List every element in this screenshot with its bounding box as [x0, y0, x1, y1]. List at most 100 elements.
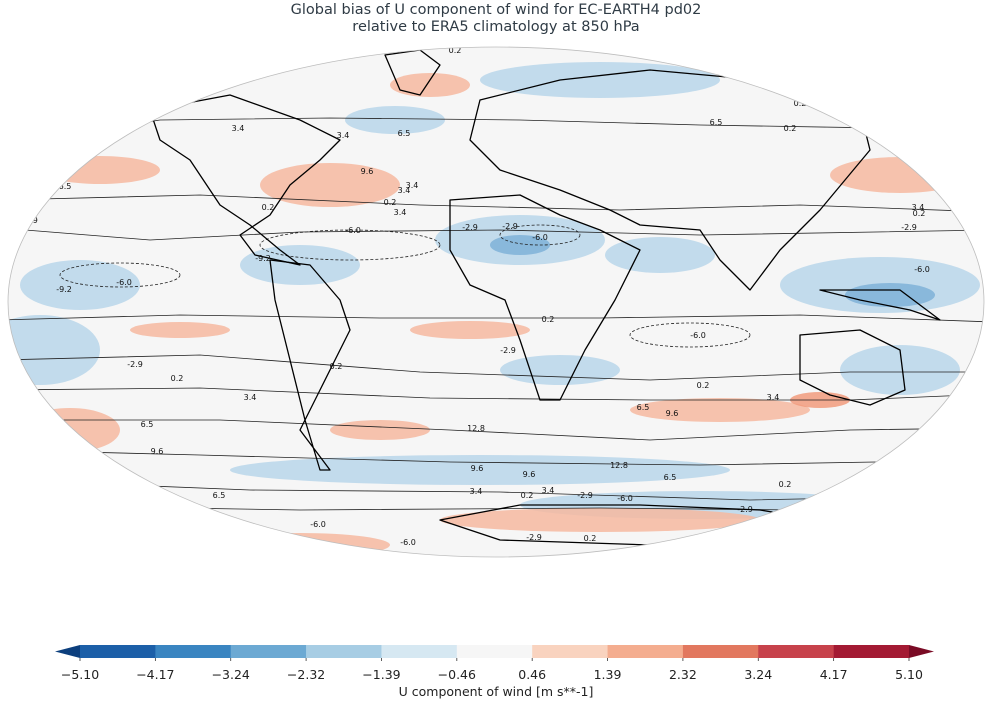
colorbar-segment: [306, 645, 382, 658]
contour-line: [59, 262, 181, 288]
bias-blob: [630, 398, 810, 422]
contour-label: 0.2: [262, 203, 275, 212]
contour-label: 0.2: [784, 124, 797, 133]
colorbar-tick: 0.46: [518, 667, 547, 682]
colorbar-segment: [833, 645, 910, 658]
colorbar-segment: [532, 645, 608, 658]
colorbar-segment: [456, 645, 533, 658]
contour-label: 0.2: [384, 198, 397, 207]
contour-label: -2.9: [500, 346, 516, 355]
contour-label: -6.0: [310, 520, 326, 529]
colorbar-tick: 5.10: [895, 667, 923, 682]
contour-label: 0.2: [697, 381, 710, 390]
contour-label: -6.0: [532, 233, 548, 242]
contour-label: 9.6: [151, 447, 164, 456]
contour-label: -2.9: [901, 223, 917, 232]
contour-label: 6.5: [59, 182, 72, 191]
contour-line: [8, 354, 984, 381]
contour-label: 6.5: [213, 491, 226, 500]
colorbar-tick: −1.39: [362, 667, 401, 682]
colorbar-segment: [381, 645, 458, 658]
contour-label: 0.2: [330, 362, 343, 371]
colorbar-tick: 4.17: [819, 667, 848, 682]
bias-blob: [390, 73, 470, 97]
contour-label: 6.5: [141, 420, 154, 429]
colorbar-tick: −0.46: [437, 667, 476, 682]
contour-line: [259, 229, 441, 261]
bias-blob: [260, 163, 400, 207]
bias-blob: [130, 322, 230, 338]
contour-label: 9.6: [666, 409, 679, 418]
colorbar-segment: [758, 645, 834, 658]
contour-label: 6.5: [398, 129, 411, 138]
bias-blob: [410, 321, 530, 339]
map-title-line1: Global bias of U component of wind for E…: [290, 2, 702, 18]
contour-label: 9.6: [471, 464, 484, 473]
bias-blob: [490, 235, 550, 255]
bias-blob: [330, 420, 430, 440]
contour-label: 0.2: [794, 99, 807, 108]
contour-label: -2.9: [127, 360, 143, 369]
colorbar-tick: −5.10: [60, 667, 100, 682]
bias-blob: [345, 106, 445, 134]
colorbar-segment: [230, 645, 307, 658]
contour-line: [8, 419, 984, 441]
colorbar-segment: [80, 645, 156, 658]
contour-label: 3.4: [244, 393, 257, 402]
contour-label: -6.0: [345, 226, 361, 235]
colorbar-segment: [155, 645, 232, 658]
map-body: 0.20.20.20.23.43.4 6.56.59.69.66.53.43.40…: [8, 47, 984, 557]
contour-label: 3.4: [232, 124, 245, 133]
contour-label: 3.4: [912, 203, 925, 212]
contour-label: 3.4: [398, 186, 411, 195]
contour-label: -2.9: [526, 533, 542, 542]
colorbar-tick: −3.24: [211, 667, 250, 682]
bias-blob: [230, 455, 730, 485]
colorbar-tick: −4.17: [136, 667, 175, 682]
contour-label: -6.0: [400, 538, 416, 547]
colorbar-tick: 3.24: [744, 667, 773, 682]
colorbar-segment: [682, 645, 759, 658]
contour-label: 0.2: [521, 491, 534, 500]
map-title-line2: relative to ERA5 climatology at 850 hPa: [352, 19, 640, 35]
contour-label: -6.0: [914, 265, 930, 274]
contour-label: -6.0: [617, 494, 633, 503]
contour-label: 3.4: [767, 393, 780, 402]
contour-label: 0.2: [584, 534, 597, 543]
globe-outline: [7, 46, 985, 558]
contour-label: -9.2: [255, 254, 271, 263]
contour-label: 6.5: [710, 118, 723, 127]
contour-line: [8, 194, 984, 213]
bias-blob: [20, 260, 140, 310]
contour-label: -2.9: [462, 223, 478, 232]
bias-blob: [840, 345, 960, 395]
contour-label: 0.2: [171, 374, 184, 383]
contour-label: 9.6: [523, 470, 536, 479]
contour-line: [8, 314, 984, 323]
coastline-shape: [269, 259, 351, 471]
contour-label: -2.9: [577, 491, 593, 500]
colorbar-segment: [607, 645, 684, 658]
bias-blob: [440, 508, 760, 532]
contour-label: 6.5: [664, 473, 677, 482]
contour-label: 0.2: [779, 480, 792, 489]
colorbar-tick: 2.32: [668, 667, 697, 682]
contour-label: -2.9: [502, 222, 518, 231]
contour-label: -2.9: [737, 505, 753, 514]
colorbar-segments: [55, 645, 934, 661]
contour-label: -6.0: [116, 278, 132, 287]
coastline-shape: [449, 194, 641, 401]
colorbar-tick: −2.32: [286, 667, 326, 682]
contour-label: -9.2: [56, 285, 72, 294]
coastline-shape: [149, 94, 341, 266]
contour-label: 0.2: [913, 209, 926, 218]
contour-label: 3.4: [394, 208, 407, 217]
colorbar-tick: 1.39: [593, 667, 622, 682]
contour-line: [499, 224, 581, 246]
contour-label: 3.4: [470, 487, 483, 496]
bias-blob: [500, 355, 620, 385]
colorbar-label: U component of wind [m s**-1]: [398, 684, 594, 699]
contour-label: -6.0: [690, 331, 706, 340]
